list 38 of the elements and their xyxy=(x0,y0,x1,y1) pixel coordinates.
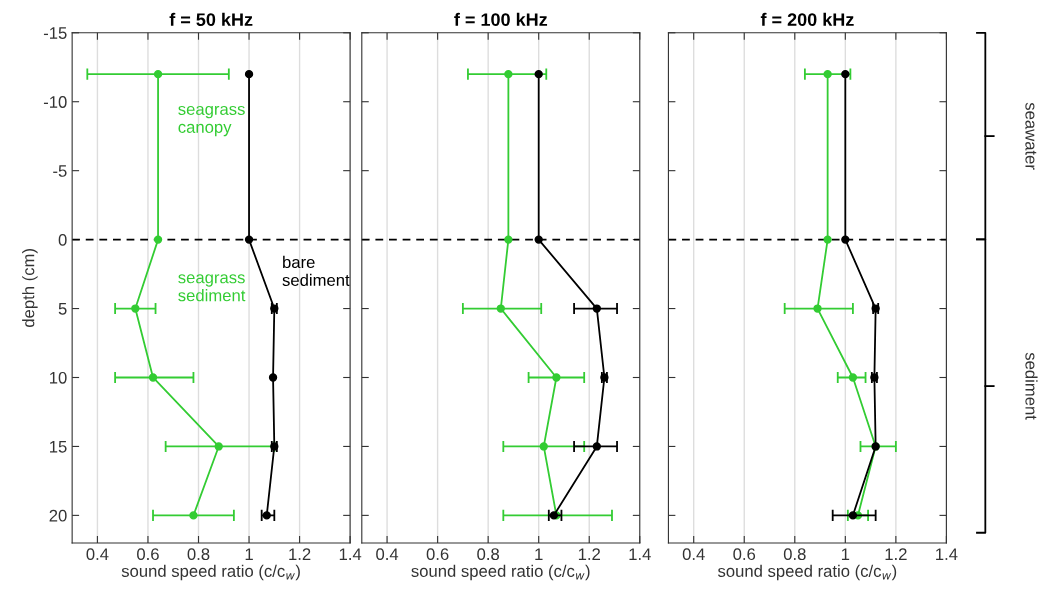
y-axis-title: depth (cm) xyxy=(22,249,38,327)
text: seawater xyxy=(1025,102,1037,170)
x-tick-label: 0.8 xyxy=(783,548,806,561)
x-tick-label: 0.4 xyxy=(682,548,705,561)
x-tick-label: 1 xyxy=(841,548,850,560)
x-tick-label: 1.4 xyxy=(339,548,362,560)
y-tick-label: -10 xyxy=(43,96,67,108)
x-tick-label: 0.4 xyxy=(86,548,109,561)
annotation: seagrass canopy xyxy=(178,105,245,137)
x-tick-label: 0.6 xyxy=(733,548,756,561)
x-tick-label: 0.8 xyxy=(477,548,500,561)
x-tick-label: 0.8 xyxy=(187,548,210,561)
annotation: bare sediment xyxy=(282,255,350,287)
x-axis-title: sound speed ratio (c/c$_{w}$) xyxy=(717,564,897,581)
annotation: seagrass sediment xyxy=(178,274,246,302)
x-tick-label: 1.4 xyxy=(629,548,651,560)
y-tick-label: 15 xyxy=(50,441,67,453)
y-tick-label: 10 xyxy=(50,371,67,384)
x-tick-label: 1.2 xyxy=(289,548,311,560)
x-tick-label: 1.2 xyxy=(578,548,600,560)
x-tick-label: 1.4 xyxy=(936,548,958,560)
x-axis-title: sound speed ratio (c/c$_{w}$) xyxy=(411,564,590,581)
x-tick-label: 0.6 xyxy=(137,548,159,561)
y-tick-label: 5 xyxy=(58,303,67,315)
x-axis-title: sound speed ratio (c/c$_{w}$) xyxy=(121,564,300,581)
chart-title: f = 50 kHz xyxy=(169,12,253,27)
y-tick-label: 20 xyxy=(49,509,67,522)
y-tick-label: -15 xyxy=(43,27,67,39)
y-tick-label: 0 xyxy=(58,234,67,246)
x-tick-label: 0.4 xyxy=(376,548,399,561)
chart-title: f = 200 kHz xyxy=(760,12,854,27)
x-tick-label: 1.2 xyxy=(885,548,907,560)
y-tick-label: -5 xyxy=(53,165,67,177)
x-tick-label: 1 xyxy=(245,548,253,560)
x-tick-label: 0.6 xyxy=(426,548,449,561)
x-tick-label: 1 xyxy=(535,548,543,560)
text: sediment xyxy=(1025,352,1038,420)
chart-title: f = 100 kHz xyxy=(454,12,548,27)
